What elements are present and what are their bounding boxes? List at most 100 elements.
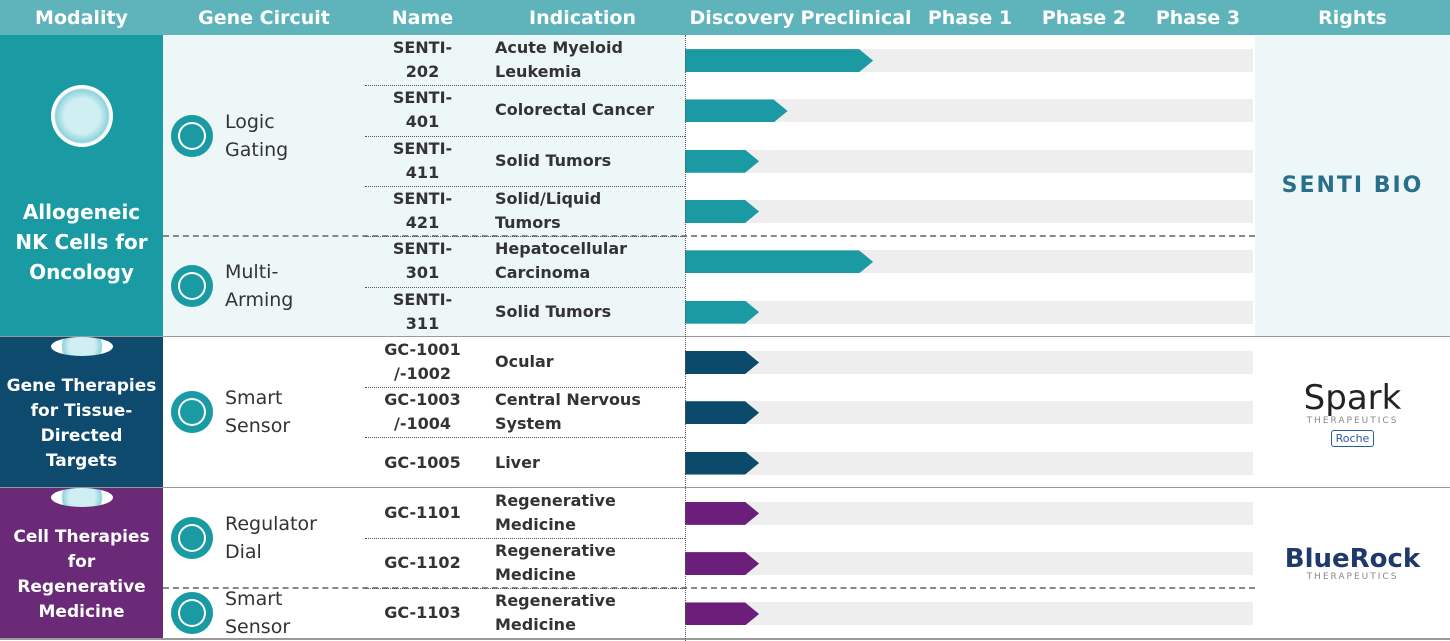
section-divider bbox=[0, 637, 1450, 640]
track-bg bbox=[685, 35, 1255, 337]
modality-label: Cell Therapies for Regenerative Medicine bbox=[13, 526, 150, 622]
track bbox=[685, 602, 1253, 626]
column-header: Modality bbox=[0, 0, 163, 35]
rights-logo: Roche bbox=[1330, 429, 1375, 447]
track bbox=[685, 552, 1253, 576]
modality-icon bbox=[50, 336, 113, 356]
stage-header: Discovery bbox=[685, 0, 799, 35]
row-divider bbox=[365, 588, 685, 590]
progress-bar bbox=[685, 552, 759, 575]
rights-cell: Spark THERAPEUTICS Roche bbox=[1255, 337, 1450, 488]
rights-logo: Spark bbox=[1303, 377, 1402, 418]
indication: Central Nervous System bbox=[495, 390, 641, 434]
modality-cell: Allogeneic NK Cells for Oncology bbox=[0, 35, 163, 337]
track bbox=[685, 501, 1253, 525]
track bbox=[685, 350, 1253, 374]
program-name: SENTI-311 bbox=[392, 289, 453, 333]
circuit-label: Regulator Dial bbox=[225, 512, 317, 563]
gene-circuit: Regulator Dial bbox=[163, 488, 365, 589]
program-name: GC-1005 bbox=[384, 452, 461, 472]
row-divider bbox=[365, 135, 685, 137]
rights-logo: SENTI BIO bbox=[1281, 173, 1424, 199]
progress-bar bbox=[685, 351, 759, 374]
gene-circuit: Smart Sensor bbox=[163, 337, 365, 488]
circuit-label: Logic Gating bbox=[225, 110, 289, 161]
column-header: Gene Circuit bbox=[163, 0, 365, 35]
stage-header: Phase 1 bbox=[913, 0, 1027, 35]
circuit-icon bbox=[171, 391, 213, 434]
track bbox=[685, 451, 1253, 475]
circuit-icon bbox=[171, 114, 213, 157]
modality-cell: Cell Therapies for Regenerative Medicine bbox=[0, 487, 163, 639]
indication: Ocular bbox=[495, 351, 554, 371]
program-name: SENTI-301 bbox=[392, 239, 453, 283]
circuit-label: Smart Sensor bbox=[225, 588, 291, 639]
track bbox=[685, 300, 1253, 324]
indication: Liver bbox=[495, 452, 540, 472]
program-name: SENTI-421 bbox=[392, 189, 453, 233]
program-name: GC-1102 bbox=[384, 553, 461, 573]
indication: Regenerative Medicine bbox=[495, 490, 616, 534]
program-name: GC-1001 /-1002 bbox=[384, 339, 461, 383]
rights-logo: BlueRock bbox=[1284, 544, 1421, 575]
progress-bar bbox=[685, 49, 873, 72]
program-name: SENTI-401 bbox=[392, 88, 453, 132]
modality-label: Gene Therapies for Tissue-Directed Targe… bbox=[6, 375, 157, 471]
progress-bar bbox=[685, 502, 759, 525]
progress-bar bbox=[685, 602, 759, 625]
program-name: GC-1003 /-1004 bbox=[384, 390, 461, 434]
row-divider bbox=[365, 538, 685, 539]
rights-header: Rights bbox=[1255, 0, 1450, 35]
progress-bar bbox=[685, 301, 759, 324]
gene-circuit: Multi-Arming bbox=[163, 236, 365, 337]
stage-header: Phase 2 bbox=[1027, 0, 1141, 35]
row-divider bbox=[365, 185, 685, 187]
circuit-label: Smart Sensor bbox=[225, 387, 291, 438]
row-divider bbox=[365, 236, 685, 238]
stage-divider bbox=[685, 35, 686, 641]
circuit-label: Multi-Arming bbox=[225, 261, 294, 312]
track bbox=[685, 149, 1253, 173]
column-header: Indication bbox=[480, 0, 685, 35]
indication: Acute Myeloid Leukemia bbox=[495, 38, 623, 82]
progress-bar bbox=[685, 99, 788, 122]
modality-label: Allogeneic NK Cells for Oncology bbox=[15, 199, 148, 284]
track bbox=[685, 200, 1253, 224]
circuit-icon bbox=[171, 265, 213, 308]
progress-bar bbox=[685, 452, 759, 475]
column-header: Name bbox=[365, 0, 480, 35]
row-divider bbox=[365, 85, 685, 87]
track bbox=[685, 99, 1253, 123]
rights-cell: SENTI BIO bbox=[1255, 35, 1450, 337]
gene-circuit: Logic Gating bbox=[163, 35, 365, 236]
indication: Solid Tumors bbox=[495, 301, 612, 321]
indication: Regenerative Medicine bbox=[495, 591, 616, 635]
progress-bar bbox=[685, 401, 759, 424]
indication: Colorectal Cancer bbox=[495, 100, 655, 120]
modality-icon bbox=[50, 487, 113, 507]
progress-bar bbox=[685, 200, 759, 223]
program-name: SENTI-202 bbox=[392, 38, 453, 82]
circuit-divider bbox=[163, 587, 1255, 590]
rights-cell: BlueRock THERAPEUTICS bbox=[1255, 488, 1450, 639]
indication: Regenerative Medicine bbox=[495, 541, 616, 585]
circuit-icon bbox=[171, 592, 213, 635]
row-divider bbox=[365, 437, 685, 439]
indication: Hepatocellular Carcinoma bbox=[495, 239, 627, 283]
rights-logo: THERAPEUTICS bbox=[1306, 415, 1399, 426]
indication: Solid/Liquid Tumors bbox=[495, 189, 602, 233]
progress-bar bbox=[685, 250, 873, 273]
track bbox=[685, 401, 1253, 425]
row-divider bbox=[365, 286, 685, 288]
program-name: GC-1103 bbox=[384, 603, 461, 623]
gene-circuit: Smart Sensor bbox=[163, 588, 365, 638]
program-name: GC-1101 bbox=[384, 502, 461, 522]
rights-logo: THERAPEUTICS bbox=[1306, 572, 1399, 583]
modality-cell: Gene Therapies for Tissue-Directed Targe… bbox=[0, 336, 163, 488]
modality-icon bbox=[50, 84, 113, 147]
program-name: SENTI-411 bbox=[392, 138, 453, 182]
circuit-icon bbox=[171, 516, 213, 559]
progress-bar bbox=[685, 150, 759, 173]
stage-header: Preclinical bbox=[799, 0, 913, 35]
